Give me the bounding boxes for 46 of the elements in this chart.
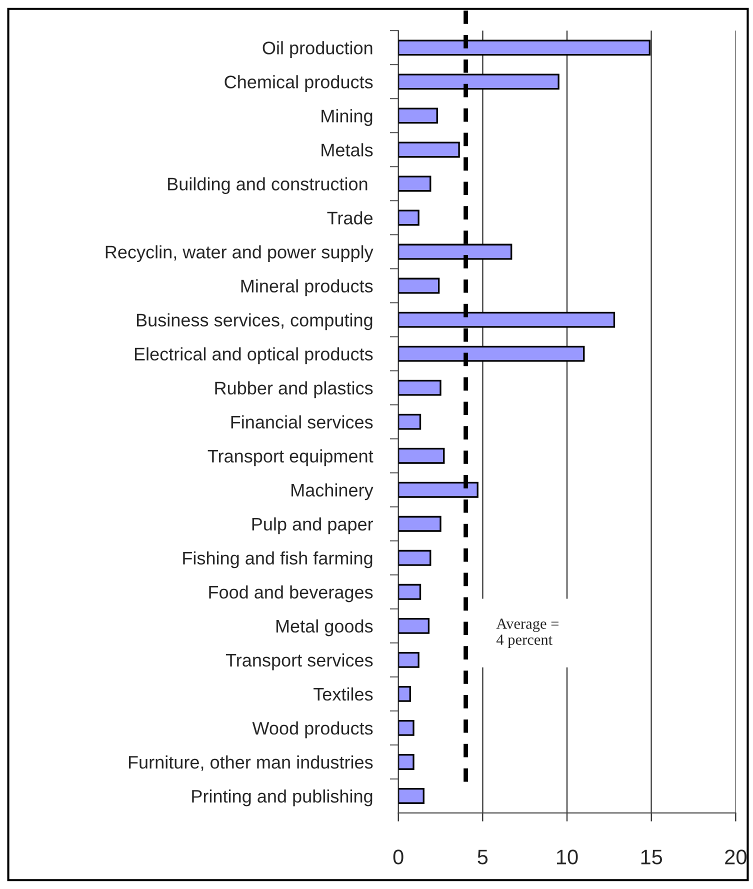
ref-line-label: Average = 4 percent xyxy=(496,618,558,648)
y-tick-label: Metal goods xyxy=(276,619,373,636)
bar xyxy=(398,278,440,294)
y-tick-label: Furniture, other man industries xyxy=(128,755,373,771)
x-tick-label: 10 xyxy=(557,850,578,864)
y-tick-label: Electrical and optical products xyxy=(134,347,373,364)
y-tick-label: Financial services xyxy=(231,415,373,429)
y-tick-label: Building and construction xyxy=(168,177,368,194)
y-tick-label: Recyclin, water and power supply xyxy=(106,245,374,262)
y-tick-label: Food and beverages xyxy=(209,585,373,602)
bar xyxy=(398,754,414,770)
y-tick-label: Rubber and plastics xyxy=(215,381,373,398)
y-tick-label: Textiles xyxy=(314,687,373,701)
x-tick-label: 5 xyxy=(478,850,488,864)
bar xyxy=(398,210,420,226)
bar xyxy=(398,414,422,430)
x-tick-label: 20 xyxy=(725,850,746,864)
bar xyxy=(398,720,414,736)
y-tick-label: Transport services xyxy=(226,653,373,670)
y-tick-label: Mineral products xyxy=(241,279,373,296)
y-tick-label: Chemical products xyxy=(224,75,373,92)
bar xyxy=(398,108,438,124)
x-tick-label: 0 xyxy=(393,850,404,864)
y-tick-label: Business services, computing xyxy=(136,313,372,330)
bar xyxy=(398,788,424,804)
y-tick-label: Trade xyxy=(327,211,373,224)
bar xyxy=(398,142,460,158)
y-tick-label: Machinery xyxy=(292,483,374,500)
y-tick-label: Transport equipment xyxy=(208,449,374,466)
y-tick-label: Oil production xyxy=(262,41,372,58)
y-tick-label: Pulp and paper xyxy=(252,517,374,534)
bar xyxy=(398,550,432,566)
bar xyxy=(398,652,420,668)
y-tick-label: Fishing and fish farming xyxy=(183,551,372,568)
y-tick-label: Wood products xyxy=(252,721,373,738)
y-tick-label: Metals xyxy=(322,143,373,156)
bar xyxy=(398,686,411,702)
bar xyxy=(398,516,442,532)
bar xyxy=(398,448,445,464)
bar xyxy=(398,618,430,634)
y-tick-label: Printing and publishing xyxy=(192,789,372,806)
bar xyxy=(398,380,442,396)
y-tick-label: Mining xyxy=(322,109,372,126)
x-tick-label: 15 xyxy=(641,850,662,864)
bar xyxy=(398,584,422,600)
bar xyxy=(398,176,432,192)
